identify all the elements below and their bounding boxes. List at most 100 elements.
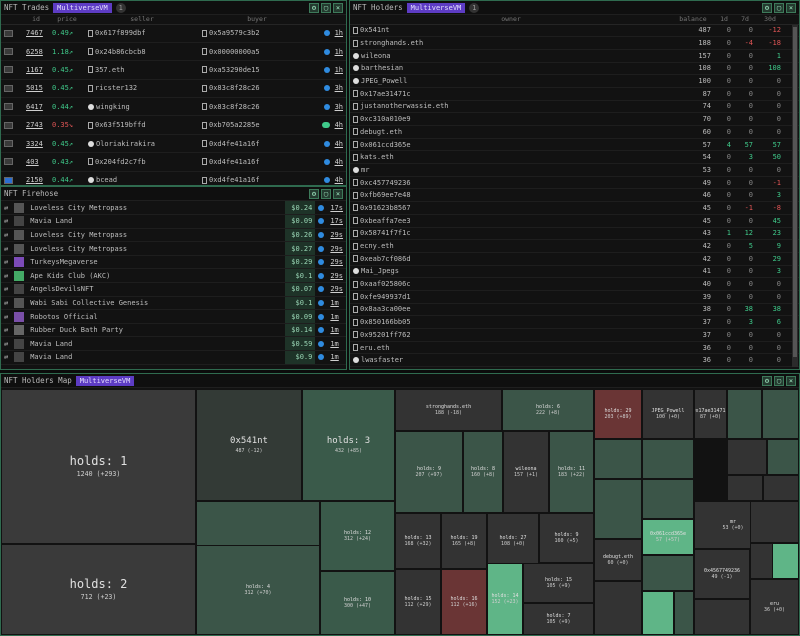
firehose-row[interactable]: ⇄ Rubber Duck Bath Party $0.14 1m	[1, 323, 346, 338]
owner-address[interactable]: 0x91623b8567	[360, 203, 411, 212]
sale-time-link[interactable]: 29s	[327, 228, 346, 243]
holder-row[interactable]: 0xc310a010e9 70 0 0 0	[350, 112, 799, 126]
treemap-cell[interactable]	[642, 555, 694, 591]
owner-address[interactable]: stronghands.eth	[360, 39, 424, 48]
col-seller[interactable]: seller	[85, 15, 199, 25]
buyer-address[interactable]: 0xd4fe41a16f	[209, 157, 260, 166]
collection-name[interactable]: Mavia Land	[27, 214, 286, 229]
sale-time-link[interactable]: 1m	[327, 309, 346, 324]
trade-row[interactable]: 6417 0.44↗ wingking 0x83c8f28c26 3h	[1, 97, 346, 117]
panel-maximize-icon[interactable]: ▢	[321, 188, 331, 199]
treemap-cell[interactable]: stronghands.eth 188 (-18)	[395, 389, 502, 431]
treemap-cell[interactable]	[762, 389, 799, 439]
trade-time-link[interactable]: 3h	[334, 102, 343, 111]
firehose-row[interactable]: ⇄ Wabi Sabi Collective Genesis $0.1 1m	[1, 296, 346, 311]
buyer-address[interactable]: 0x83c8f28c26	[209, 84, 260, 93]
collection-name[interactable]: TurkeysMegaverse	[27, 255, 286, 270]
panel-close-icon[interactable]: ×	[333, 2, 343, 13]
token-id-link[interactable]: 2743	[23, 115, 49, 135]
treemap-cell[interactable]: holds: 27 108 (+0)	[487, 513, 539, 569]
treemap-cell[interactable]	[594, 581, 642, 635]
buyer-address[interactable]: 0x83c8f28c26	[209, 102, 260, 111]
collection-name[interactable]: Mavia Land	[27, 336, 286, 352]
treemap-cell[interactable]: holds: 15 105 (+9)	[523, 563, 594, 603]
trades-chain-tag[interactable]: MultiverseVM	[53, 2, 112, 13]
panel-maximize-icon[interactable]: ▢	[774, 375, 784, 386]
token-id-link[interactable]: 2150	[23, 171, 49, 185]
holder-row[interactable]: 0x91623b8567 45 0 -1 -8	[350, 201, 799, 215]
firehose-row[interactable]: ⇄ Loveless City Metropass $0.26 29s	[1, 228, 346, 243]
treemap-cell[interactable]: debugt.eth 60 (+0)	[594, 539, 642, 581]
sale-time-link[interactable]: 1m	[327, 323, 346, 338]
token-id-link[interactable]: 5015	[23, 79, 49, 99]
treemap-cell[interactable]: holds: 10 300 (+47)	[320, 571, 395, 635]
treemap-cell[interactable]: 0x17ae31471c 87 (+0)	[694, 389, 727, 439]
buyer-address[interactable]: 0x5a9579c3b2	[209, 29, 260, 38]
owner-address[interactable]: 0xaaf025806c	[360, 280, 411, 289]
owner-address[interactable]: 0xfe949937d1	[360, 292, 411, 301]
holder-row[interactable]: justanotherwassie.eth 74 0 0 0	[350, 100, 799, 114]
sale-time-link[interactable]: 29s	[327, 255, 346, 270]
owner-address[interactable]: ecny.eth	[360, 242, 394, 251]
treemap-cell[interactable]	[772, 543, 799, 579]
sale-time-link[interactable]: 29s	[327, 241, 346, 256]
treemap-cell[interactable]: eru 36 (+0)	[750, 579, 799, 635]
seller-address[interactable]: wingking	[96, 102, 130, 111]
holder-row[interactable]: mr 53 0 0 0	[350, 163, 799, 177]
firehose-row[interactable]: ⇄ TurkeysMegaverse $0.29 29s	[1, 255, 346, 270]
buyer-address[interactable]: 0x00000000a5	[209, 47, 260, 56]
treemap-cell[interactable]	[750, 501, 799, 543]
sale-time-link[interactable]: 17s	[327, 201, 346, 216]
owner-address[interactable]: 0xc310a010e9	[360, 115, 411, 124]
seller-address[interactable]: 357.eth	[95, 65, 125, 74]
panel-maximize-icon[interactable]: ▢	[321, 2, 331, 13]
treemap-cell[interactable]: holds: 9 207 (+97)	[395, 431, 463, 513]
treemap-cell[interactable]: 0x061ccd365e 57 (+57)	[642, 519, 694, 555]
holder-row[interactable]: stronghands.eth 188 0 -4 -18	[350, 36, 799, 50]
col-1d[interactable]: 1d	[714, 15, 734, 25]
holder-row[interactable]: wileona 157 0 0 1	[350, 49, 799, 63]
collection-name[interactable]: Loveless City Metropass	[27, 228, 286, 243]
owner-address[interactable]: kats.eth	[360, 153, 394, 162]
holder-row[interactable]: 0x061ccd365e 57 4 57 57	[350, 138, 799, 152]
trade-time-link[interactable]: 1h	[334, 47, 343, 56]
trade-time-link[interactable]: 4h	[334, 139, 343, 148]
owner-address[interactable]: barthesian	[361, 64, 404, 73]
treemap-cell[interactable]	[694, 599, 750, 635]
collection-name[interactable]: Robotos Official	[27, 309, 286, 324]
holder-row[interactable]: barthesian 108 0 0 108	[350, 62, 799, 76]
holder-row[interactable]: 0x58741f7f1c 43 1 12 23	[350, 227, 799, 241]
treemap-cell[interactable]	[594, 439, 642, 479]
seller-address[interactable]: Oloriakirakira	[96, 139, 156, 148]
holder-row[interactable]: 0xfe949937d1 39 0 0 0	[350, 290, 799, 304]
owner-address[interactable]: debugt.eth	[360, 127, 403, 136]
holder-row[interactable]: 0x17ae31471c 87 0 0 0	[350, 87, 799, 101]
holder-row[interactable]: 0xeab7cf086d 42 0 0 29	[350, 252, 799, 266]
panel-settings-icon[interactable]: ⚙	[762, 375, 772, 386]
treemap-cell[interactable]: holds: 8 160 (+8)	[463, 431, 503, 513]
sale-time-link[interactable]: 1m	[327, 350, 346, 365]
owner-address[interactable]: 0x061ccd365e	[360, 140, 411, 149]
owner-address[interactable]: 0xeab7cf086d	[360, 254, 411, 263]
holders-tag-count[interactable]: 1	[469, 2, 480, 13]
treemap-cell[interactable]: holds: 1 1240 (+293)	[1, 389, 196, 544]
treemap-cell[interactable]	[767, 439, 799, 475]
holder-row[interactable]: 0x95201ff762 37 0 0 0	[350, 328, 799, 342]
holder-row[interactable]: 0x850166bb05 37 0 3 6	[350, 315, 799, 329]
firehose-row[interactable]: ⇄ Mavia Land $0.9 1m	[1, 350, 346, 365]
treemap-cell[interactable]: holds: 14 152 (+23)	[487, 563, 523, 635]
treemap-cell[interactable]	[594, 479, 642, 539]
treemap-cell[interactable]: holds: 29 203 (+89)	[594, 389, 642, 439]
col-id[interactable]: id	[23, 15, 49, 25]
treemap-cell[interactable]	[727, 475, 763, 501]
col-30d[interactable]: 30d	[756, 15, 784, 25]
buyer-address[interactable]: 0xa53290de15	[209, 65, 260, 74]
owner-address[interactable]: eru.eth	[360, 343, 390, 352]
trade-time-link[interactable]: 4h	[334, 176, 343, 185]
seller-address[interactable]: 0x24b86cbcb8	[95, 47, 146, 56]
trade-row[interactable]: 403 0.43↗ 0x204fd2c7fb 0xd4fe41a16f 4h	[1, 152, 346, 172]
treemap-cell[interactable]: 0x4567749236 49 (-1)	[694, 549, 750, 599]
treemap-cell[interactable]: holds: 6 222 (+8)	[502, 389, 594, 431]
token-id-link[interactable]: 1167	[23, 60, 49, 80]
sale-time-link[interactable]: 29s	[327, 282, 346, 297]
